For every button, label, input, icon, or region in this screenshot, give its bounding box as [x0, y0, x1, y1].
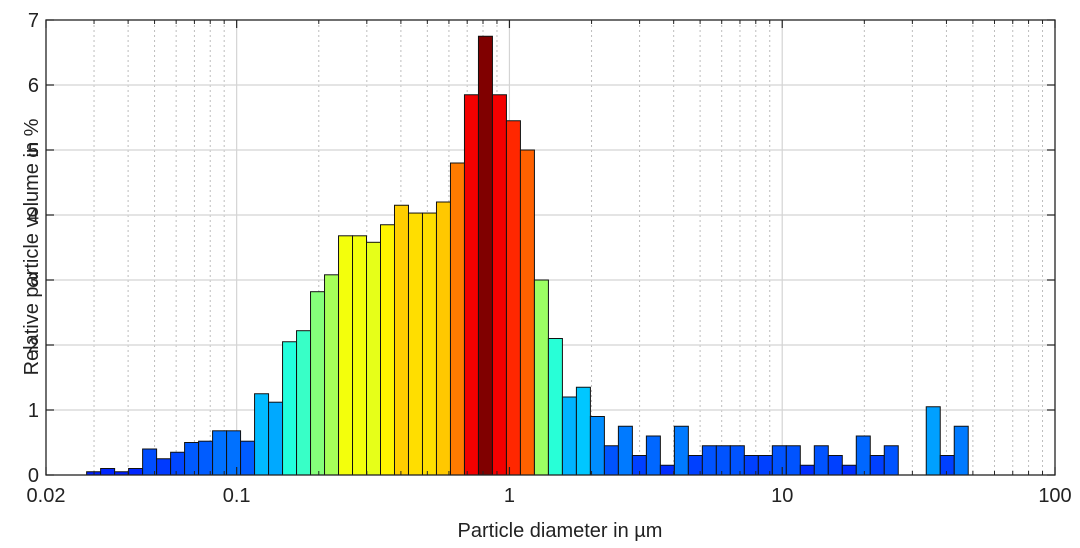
histogram-bar	[338, 235, 354, 476]
histogram-bar	[729, 445, 745, 476]
histogram-bar	[198, 440, 214, 476]
histogram-bar	[575, 386, 591, 476]
minor-grid	[93, 20, 1044, 475]
histogram-bar	[939, 455, 955, 476]
histogram-bar	[463, 94, 479, 476]
histogram-bar	[226, 430, 242, 476]
histogram-bar	[841, 464, 857, 476]
y-tick-label: 2	[28, 335, 39, 357]
histogram-bar	[659, 464, 675, 476]
histogram-bar	[883, 445, 899, 476]
y-tick-label: 4	[28, 205, 39, 227]
y-tick-label: 7	[28, 10, 39, 32]
y-tick-label: 1	[28, 400, 39, 422]
histogram-bar	[282, 341, 298, 476]
x-tick-label: 0.02	[27, 485, 66, 507]
histogram-bar	[771, 445, 787, 476]
histogram-bar	[561, 396, 577, 476]
histogram-bar	[435, 201, 451, 476]
histogram-bar	[869, 455, 885, 476]
histogram-bar	[407, 212, 423, 476]
histogram-bar	[617, 425, 633, 476]
plot-frame	[45, 19, 1056, 476]
x-tick-label: 0.1	[223, 485, 251, 507]
histogram-bar	[170, 451, 186, 476]
histogram-bar	[128, 468, 144, 476]
histogram-bar	[254, 393, 270, 476]
y-tick-label: 6	[28, 75, 39, 97]
x-tick-label: 1	[504, 485, 515, 507]
histogram-bar	[701, 445, 717, 476]
histogram-bar	[547, 338, 563, 476]
x-tick-labels: 0.02 0.1 1 10 100	[27, 485, 1072, 507]
histogram-bar	[156, 458, 172, 476]
y-tick-label: 3	[28, 270, 39, 292]
histogram-bar	[925, 406, 941, 476]
histogram-bar	[268, 401, 284, 476]
y-tick-label: 5	[28, 140, 39, 162]
histogram-bar	[380, 224, 395, 476]
histogram-bar	[184, 442, 200, 476]
histogram-bar	[645, 435, 661, 476]
histogram-bar	[603, 445, 619, 476]
histogram-bar	[519, 149, 535, 476]
histogram-bar	[100, 468, 116, 476]
histogram-bar	[240, 440, 256, 476]
histogram-bar	[491, 94, 507, 476]
histogram-bar	[715, 445, 731, 476]
histogram-bar	[533, 279, 549, 476]
histogram-bar	[310, 291, 326, 476]
histogram-bar	[953, 425, 969, 476]
x-tick-label: 10	[771, 485, 793, 507]
histogram-bar	[449, 162, 465, 476]
histogram-bar	[421, 212, 437, 476]
histogram-bar	[827, 455, 843, 476]
bars	[86, 35, 969, 476]
histogram-bar	[799, 464, 815, 476]
histogram-bar	[393, 204, 409, 476]
y-axis-title: Relative particle volume in %	[21, 118, 43, 375]
histogram-bar	[366, 241, 382, 476]
histogram-bar	[673, 425, 689, 476]
histogram-bar	[296, 330, 312, 476]
y-tick-labels: 0 1 2 3 4 5 6 7	[28, 10, 39, 487]
histogram-bar	[813, 445, 829, 476]
y-tick-label: 0	[28, 465, 39, 487]
histogram-bar	[352, 235, 368, 476]
x-axis-title: Particle diameter in µm	[458, 520, 663, 542]
major-grid	[46, 20, 1055, 475]
axis-ticks	[45, 19, 1056, 476]
histogram-bar	[589, 416, 605, 476]
histogram-bar	[785, 445, 801, 476]
histogram-bar	[212, 430, 228, 476]
histogram-bar	[324, 274, 340, 476]
histogram-bar	[477, 35, 493, 476]
histogram-bar	[855, 435, 871, 476]
x-tick-label: 100	[1038, 485, 1071, 507]
histogram-bar	[505, 120, 521, 476]
